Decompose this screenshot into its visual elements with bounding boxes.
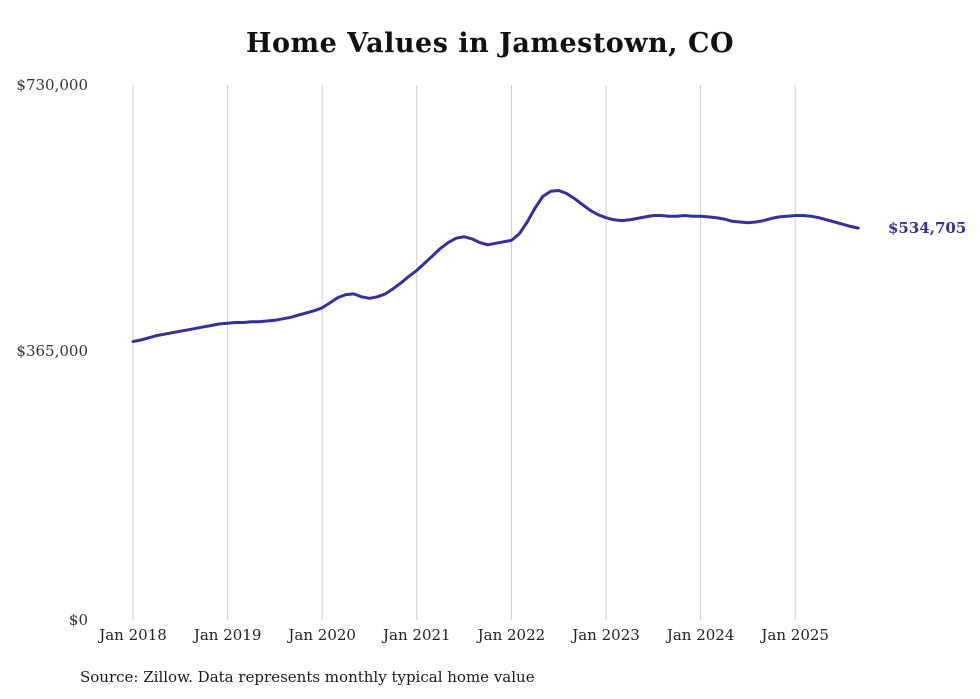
y-axis-tick-730000: $730,000 [16, 76, 88, 94]
home-value-line [131, 189, 860, 343]
y-axis-tick-0: $0 [68, 611, 88, 629]
chart-title: Home Values in Jamestown, CO [246, 28, 734, 59]
latest-value-label: $534,705 [888, 219, 967, 238]
source-note: Source: Zillow. Data represents monthly … [80, 668, 535, 686]
y-axis-tick-365000: $365,000 [16, 342, 88, 360]
